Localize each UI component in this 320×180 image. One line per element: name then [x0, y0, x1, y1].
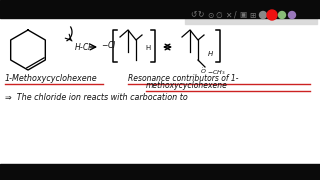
Text: ✕: ✕ — [225, 10, 231, 19]
Text: ▣: ▣ — [239, 10, 247, 19]
Text: 1-Methoxycyclohexene: 1-Methoxycyclohexene — [5, 74, 98, 83]
Bar — [0, 164, 320, 180]
Circle shape — [260, 12, 267, 19]
Text: ⊙: ⊙ — [207, 10, 213, 19]
Text: ↻: ↻ — [198, 10, 204, 19]
Circle shape — [267, 10, 277, 20]
Bar — [185, 6, 317, 24]
Text: $-$$Cl$: $-$$Cl$ — [101, 39, 117, 50]
Bar — [0, 18, 320, 164]
Text: /: / — [234, 10, 236, 19]
Text: ⇒  The chloride ion reacts with carbocation to: ⇒ The chloride ion reacts with carbocati… — [5, 93, 188, 102]
Text: $-CH_3$: $-CH_3$ — [207, 69, 226, 77]
Text: $H$-$Cl$: $H$-$Cl$ — [74, 41, 92, 52]
Bar — [0, 0, 320, 18]
Circle shape — [289, 12, 295, 19]
Text: ↺: ↺ — [190, 10, 196, 19]
Text: Resonance contributors of 1-: Resonance contributors of 1- — [128, 74, 238, 83]
Text: $\.O$: $\.O$ — [200, 66, 207, 76]
Text: ∅: ∅ — [216, 10, 222, 19]
Text: ⊞: ⊞ — [249, 10, 255, 19]
Text: H: H — [145, 45, 150, 51]
Text: $H$: $H$ — [207, 50, 214, 59]
Circle shape — [278, 12, 285, 19]
Text: methoxycyclohexene: methoxycyclohexene — [146, 81, 228, 90]
